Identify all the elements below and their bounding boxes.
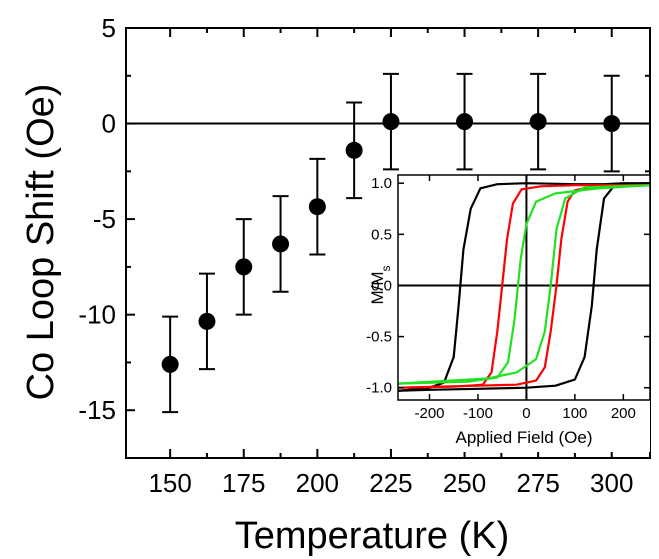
inset-y-tick-label: 0.0 — [371, 277, 392, 294]
main-plot: 150 175 200 225 250 275 300 5 0 -5 -10 -15 Temperat… — [20, 13, 651, 557]
data-point — [382, 113, 400, 131]
hysteresis-loop-branch — [397, 184, 651, 385]
main-marks — [126, 72, 650, 414]
inset-plot: -200 -100 0 100 200 1.0 0.5 0.0 -0.5 -1.0 Applied… — [366, 174, 651, 452]
data-point — [272, 235, 290, 253]
main-x-axis-title: Temperature (K) — [235, 515, 510, 557]
data-point — [529, 113, 547, 131]
main-y-axis-title: Co Loop Shift (Oe) — [20, 84, 62, 401]
main-x-tick-label: 225 — [369, 468, 412, 498]
main-x-tick-label: 150 — [148, 468, 191, 498]
inset-x-tick-label: -100 — [463, 405, 493, 422]
inset-x-axis-title: Applied Field (Oe) — [455, 428, 592, 447]
inset-plot-frame — [397, 174, 651, 401]
main-x-tick-label: 175 — [222, 468, 265, 498]
data-point — [198, 312, 216, 330]
inset-y-tick-label: 1.0 — [371, 175, 392, 192]
main-x-tick-label: 200 — [296, 468, 339, 498]
svg-text:M/Ms: M/Ms — [368, 265, 393, 304]
main-y-tick-label: -15 — [78, 395, 116, 425]
inset-y-axis-title-sub: s — [379, 265, 393, 271]
data-point — [161, 355, 179, 373]
inset-background — [398, 175, 650, 452]
inset-y-tick-label: 0.5 — [371, 226, 392, 243]
inset-y-axis-title-main: M/M — [368, 271, 387, 304]
inset-x-tick-label: 0 — [522, 405, 530, 422]
main-y-tick-label: -5 — [93, 204, 116, 234]
data-point — [345, 141, 363, 159]
main-x-tick-label: 300 — [590, 468, 633, 498]
main-y-tick-label: -10 — [78, 300, 116, 330]
inset-x-tick-label: -200 — [414, 405, 444, 422]
main-x-tick-label: 250 — [443, 468, 486, 498]
inset-x-tick-label: 200 — [611, 405, 636, 422]
data-point — [235, 258, 253, 276]
main-axes: 150 175 200 225 250 275 300 5 0 -5 -10 -15 — [78, 13, 651, 498]
main-x-tick-label: 275 — [516, 468, 559, 498]
main-y-tick-label: 0 — [102, 109, 116, 139]
data-point — [308, 198, 326, 216]
main-y-tick-label: 5 — [102, 13, 116, 43]
inset-y-tick-label: -0.5 — [366, 329, 392, 346]
inset-marks — [397, 175, 651, 400]
inset-y-tick-label: -1.0 — [366, 380, 392, 397]
data-point — [603, 115, 621, 133]
inset-x-tick-label: 100 — [562, 405, 587, 422]
inset-axes: -200 -100 0 100 200 1.0 0.5 0.0 -0.5 -1.0 — [366, 174, 651, 422]
inset-y-axis-title: M/Ms — [368, 265, 393, 304]
data-point — [456, 113, 474, 131]
